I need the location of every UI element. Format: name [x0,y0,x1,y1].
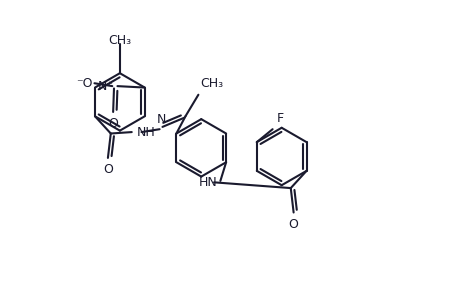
Text: O: O [108,117,118,130]
Text: O: O [103,163,113,176]
Text: HN: HN [199,176,218,189]
Text: NH: NH [136,126,155,139]
Text: N: N [156,113,166,126]
Text: CH₃: CH₃ [200,77,223,90]
Text: CH₃: CH₃ [108,34,131,47]
Text: O: O [289,218,299,231]
Text: ⁻O: ⁻O [76,77,93,90]
Text: N⁺: N⁺ [98,80,114,93]
Text: F: F [276,113,284,126]
